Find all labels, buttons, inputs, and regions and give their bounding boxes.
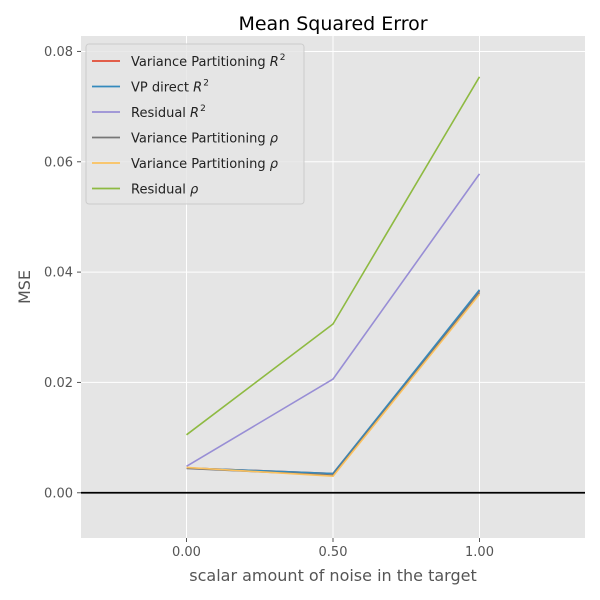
chart-title: Mean Squared Error — [238, 13, 427, 35]
y-tick-label: 0.02 — [44, 376, 73, 391]
series-line-5 — [186, 293, 481, 478]
y-tick-label: 0.00 — [44, 486, 73, 501]
x-tick-labels: 0.00 0.50 1.00 — [172, 538, 494, 560]
y-tick-label: 0.08 — [44, 45, 73, 60]
y-tick-label: 0.04 — [44, 266, 73, 281]
legend-label-3: Residual R2 — [131, 104, 206, 121]
x-axis-label: scalar amount of noise in the target — [189, 566, 476, 585]
x-tick-label: 0.50 — [319, 545, 348, 560]
series-line-3 — [186, 173, 481, 467]
x-tick-label: 1.00 — [465, 545, 494, 560]
series-lines — [186, 76, 481, 478]
x-tick-label: 0.00 — [172, 545, 201, 560]
legend-label-5: Variance Partitioning ρ — [131, 157, 279, 172]
legend-box — [85, 43, 305, 205]
legend-items: Variance Partitioning R2 VP direct R2 Resi… — [92, 53, 285, 198]
legend-label-2: VP direct R2 — [131, 79, 209, 96]
series-line-6 — [186, 76, 481, 436]
y-axis-label: MSE — [15, 270, 34, 304]
legend: Variance Partitioning R2 VP direct R2 Resi… — [85, 43, 305, 205]
legend-label-6: Residual ρ — [131, 183, 199, 198]
y-tick-labels: 0.00 0.02 0.04 0.06 0.08 — [44, 45, 81, 501]
legend-label-4: Variance Partitioning ρ — [131, 132, 279, 147]
y-tick-label: 0.06 — [44, 155, 73, 170]
legend-label-1: Variance Partitioning R2 — [131, 53, 285, 70]
